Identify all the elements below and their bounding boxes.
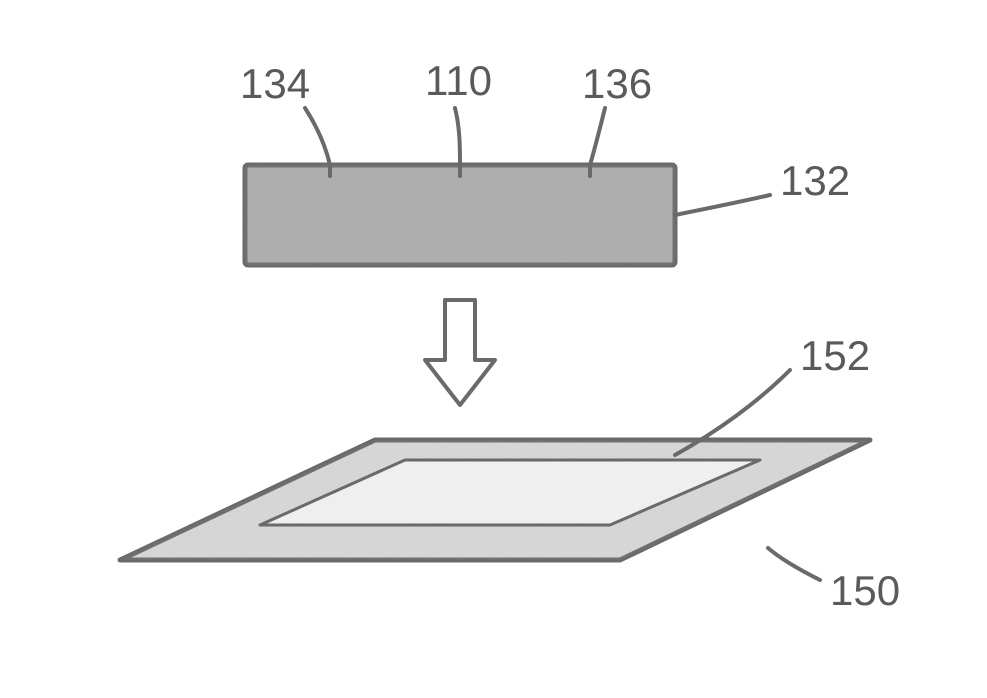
label-134: 134 (240, 60, 310, 107)
lead-110 (455, 108, 460, 165)
block-grain (245, 165, 675, 265)
down-arrow (425, 300, 495, 405)
label-152: 152 (800, 332, 870, 379)
lead-134 (305, 108, 330, 165)
label-132: 132 (780, 157, 850, 204)
label-110: 110 (425, 57, 492, 104)
label-150: 150 (830, 567, 900, 614)
label-136: 136 (582, 60, 652, 107)
lead-132 (675, 195, 770, 215)
lead-136 (590, 108, 605, 165)
lead-150 (768, 548, 820, 580)
